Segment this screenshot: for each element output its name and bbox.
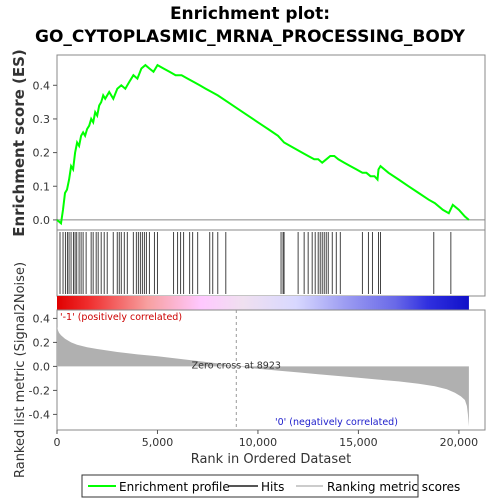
x-axis-label: Rank in Ordered Dataset: [191, 452, 352, 467]
x-tick-label: 20,000: [440, 436, 479, 449]
x-tick-label: 15,000: [339, 436, 378, 449]
x-tick-label: 5,000: [142, 436, 174, 449]
legend-hits-label: Hits: [261, 480, 284, 494]
hit-marks: [59, 232, 452, 294]
legend-enrichment-label: Enrichment profile: [119, 480, 230, 494]
legend-ranking-label: Ranking metric scores: [327, 480, 460, 494]
es-ytick-label: 0.4: [33, 79, 51, 92]
negative-correlation-label: '0' (negatively correlated): [275, 417, 398, 428]
ranking-color-bar: [57, 296, 469, 310]
rank-ylabel: Ranked list metric (Signal2Noise): [13, 262, 28, 478]
zero-cross-label: Zero cross at 8923: [192, 360, 281, 371]
es-panel: [56, 54, 486, 231]
rank-ytick-label: 0.2: [33, 336, 51, 349]
rank-ytick-label: -0.2: [29, 384, 50, 397]
chart-title-line2: GO_CYTOPLASMIC_MRNA_PROCESSING_BODY: [35, 27, 466, 47]
rank-ytick-label: 0.0: [33, 360, 51, 373]
x-tick-label: 0: [54, 436, 61, 449]
chart-title-line1: Enrichment plot:: [170, 4, 330, 24]
positive-correlation-label: '-1' (positively correlated): [60, 312, 182, 323]
es-ytick-label: 0.0: [33, 214, 51, 227]
rank-ytick-label: -0.4: [29, 408, 50, 421]
es-ytick-label: 0.3: [33, 113, 51, 126]
enrichment-profile-line: [56, 63, 470, 226]
ranking-metric-area: [57, 326, 469, 427]
es-ytick-label: 0.1: [33, 180, 51, 193]
es-ylabel: Enrichment score (ES): [10, 49, 28, 237]
es-ytick-label: 0.2: [33, 147, 51, 160]
x-tick-label: 10,000: [239, 436, 278, 449]
rank-ytick-label: 0.4: [33, 312, 51, 325]
